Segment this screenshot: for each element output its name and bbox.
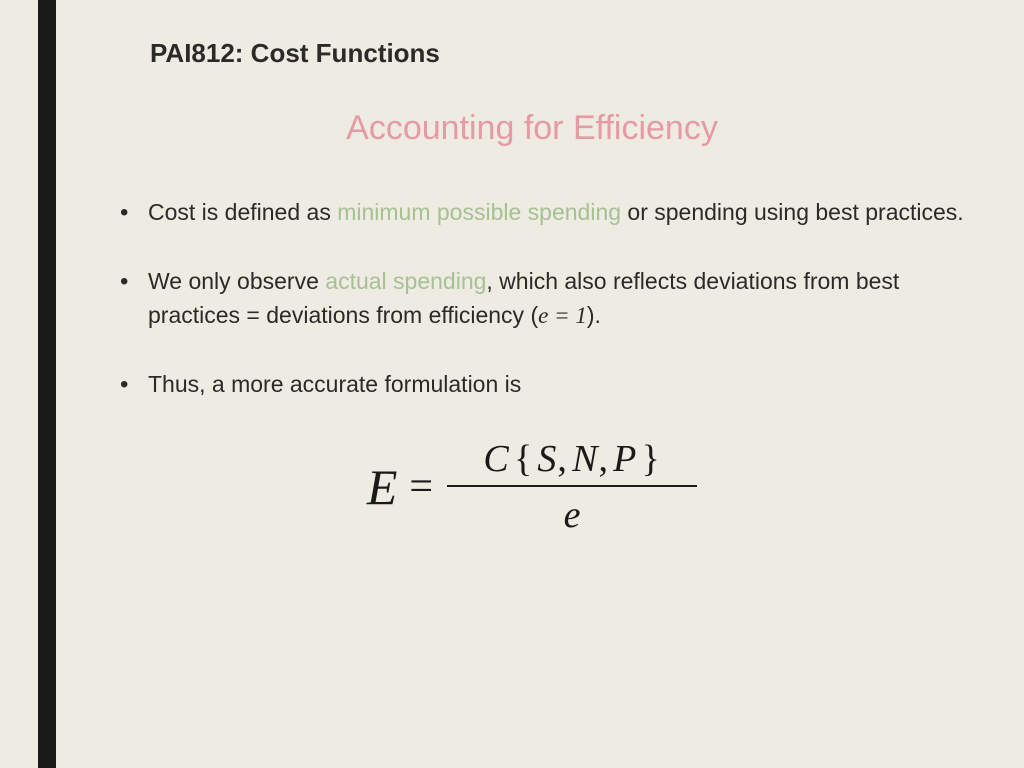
bullet-text-pre: Thus, a more accurate formulation is [148,371,521,397]
formula-numerator: C { S, N, P } [475,437,668,485]
formula-brace-close: } [642,438,661,480]
formula-block: E = C { S, N, P } e [100,437,964,537]
formula-brace-open: { [514,438,533,480]
formula-fraction: C { S, N, P } e [447,437,697,537]
formula-comma: , [598,438,609,480]
bullet-text-pre: We only observe [148,268,325,294]
course-code: PAI812: Cost Functions [150,38,964,69]
bullet-item: We only observe actual spending, which a… [120,265,964,332]
bullet-text-post: or spending using best practices. [621,199,964,225]
formula-denominator: e [564,487,581,537]
bullet-text-tail: ). [587,302,601,328]
formula-arg: P [613,438,637,480]
formula-comma: , [557,438,568,480]
formula-lhs: E [367,458,398,516]
slide-content: PAI812: Cost Functions Accounting for Ef… [100,38,964,537]
inline-math: e = 1 [538,303,587,328]
accent-vertical-bar [38,0,56,768]
bullet-text-pre: Cost is defined as [148,199,337,225]
bullet-highlight: minimum possible spending [337,199,621,225]
formula-arg: N [572,438,598,480]
bullet-item: Cost is defined as minimum possible spen… [120,196,964,229]
formula-arg: S [537,438,557,480]
bullet-highlight: actual spending [325,268,486,294]
formula-fn: C [483,438,509,480]
formula-equals: = [409,463,433,511]
bullet-item: Thus, a more accurate formulation is [120,368,964,401]
slide-title: Accounting for Efficiency [100,109,964,148]
bullet-list: Cost is defined as minimum possible spen… [100,196,964,401]
